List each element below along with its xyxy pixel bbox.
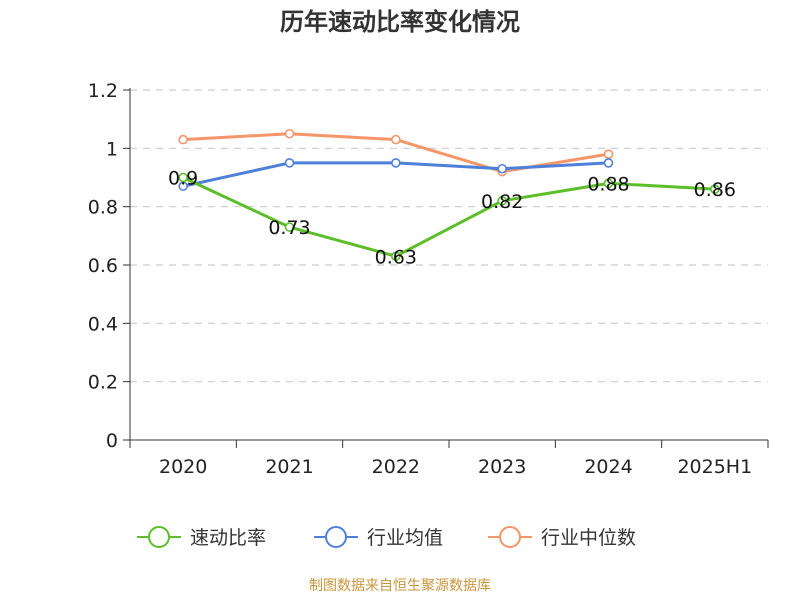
y-tick-label: 0.8 (88, 197, 118, 219)
grid-lines (130, 89, 768, 383)
y-tick-label: 0.2 (88, 372, 118, 394)
x-tick-label: 2025H1 (677, 456, 752, 478)
y-tick-label: 0 (106, 430, 118, 452)
data-point (178, 172, 188, 183)
data-label: 0.73 (268, 217, 310, 239)
data-point (497, 196, 507, 206)
legend-marker (499, 526, 521, 548)
data-label: 0.88 (587, 173, 629, 195)
x-tick-label: 2024 (584, 456, 632, 478)
legend[interactable]: 速动比率 行业均值 行业中位数 (137, 526, 636, 549)
x-tick-label: 2020 (159, 456, 207, 478)
axes: 0 0.2 0.4 0.6 0.8 1 1.2 2020 2021 2022 2023 2024 202… (88, 80, 769, 478)
x-tick-label: 2022 (372, 456, 420, 478)
data-point (391, 134, 401, 145)
y-tick-label: 1 (106, 138, 118, 160)
data-point (284, 158, 295, 168)
legend-label: 行业中位数 (541, 527, 636, 549)
data-point (497, 163, 507, 174)
chart-title: 历年速动比率变化情况 (280, 8, 520, 36)
y-tick-label: 0.6 (88, 255, 118, 277)
data-point (284, 128, 295, 139)
data-point (178, 134, 188, 145)
x-tick-label: 2023 (478, 456, 526, 478)
data-point (391, 158, 401, 168)
data-point (603, 158, 614, 168)
legend-marker (325, 526, 347, 548)
data-label: 0.63 (375, 246, 417, 268)
data-point (710, 184, 720, 194)
y-tick-label: 0.4 (88, 313, 118, 335)
data-label: 0.86 (694, 179, 736, 201)
legend-marker (148, 526, 170, 548)
data-label: 0.9 (168, 168, 198, 190)
data-label: 0.82 (481, 191, 523, 213)
source-note: 制图数据来自恒生聚源数据库 (309, 578, 491, 594)
x-tick-label: 2021 (265, 456, 313, 478)
data-point (603, 149, 614, 159)
series-line (182, 176, 715, 258)
series-group (178, 128, 720, 262)
data-point (284, 222, 295, 232)
data-point (391, 251, 401, 262)
legend-label: 行业均值 (367, 527, 443, 549)
data-point (603, 178, 614, 189)
legend-label: 速动比率 (190, 527, 266, 549)
data-labels: 0.9 0.73 0.63 0.82 0.88 0.86 (168, 168, 736, 269)
y-tick-label: 1.2 (88, 80, 118, 102)
